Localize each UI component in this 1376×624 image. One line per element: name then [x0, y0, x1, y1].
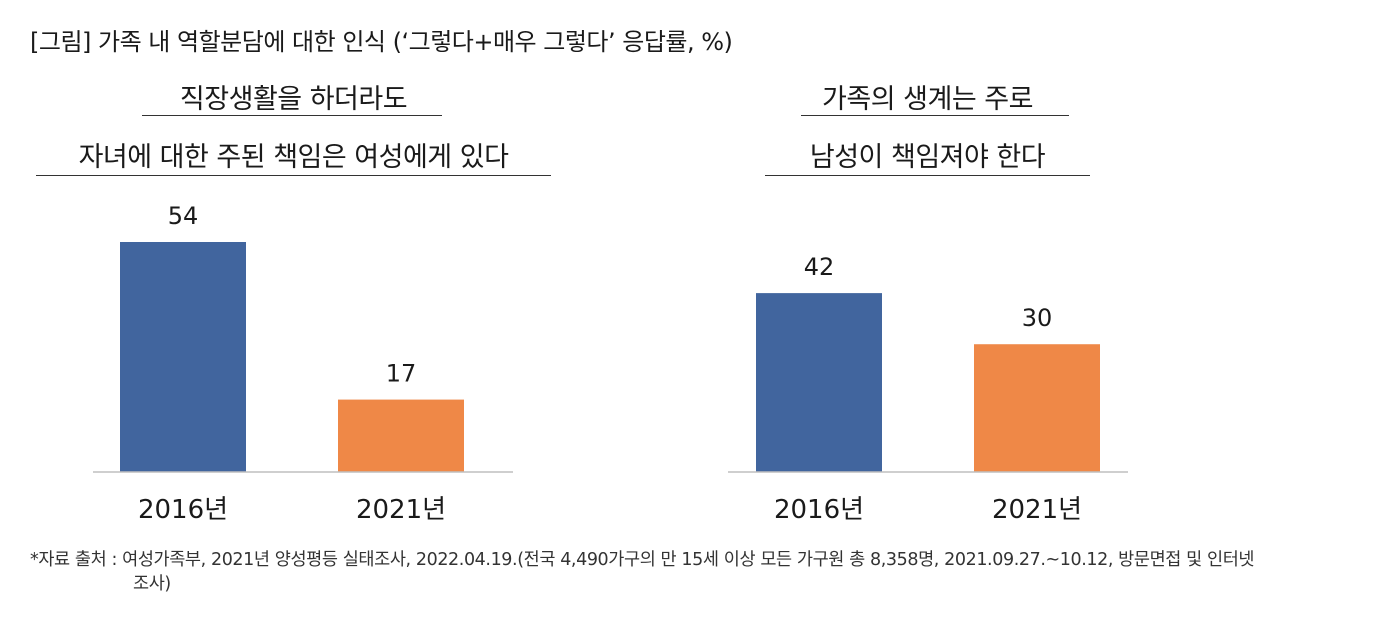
data-label: 42 — [804, 253, 835, 281]
bar-2021년 — [974, 344, 1100, 472]
chart-title-line-1: 가족의 생계는 주로 — [822, 84, 1033, 115]
bar-2016년 — [120, 242, 246, 472]
chart-title-line-1: 직장생활을 하더라도 — [179, 84, 408, 115]
source-footnote: *자료 출처 : 여성가족부, 2021년 양성평등 실태조사, 2022.04… — [30, 548, 1360, 596]
chart-title-line-2: 자녀에 대한 주된 책임은 여성에게 있다 — [78, 142, 509, 173]
chart-title-line-2: 남성이 책임져야 한다 — [809, 142, 1046, 173]
x-tick-label: 2016년 — [774, 495, 864, 525]
bar-2016년 — [756, 293, 882, 472]
bar-2021년 — [338, 399, 464, 472]
x-tick-label: 2021년 — [992, 495, 1082, 525]
data-label: 54 — [168, 202, 199, 230]
figure-title: [그림] 가족 내 역할분담에 대한 인식 (‘그렇다+매우 그렇다’ 응답률,… — [30, 28, 733, 56]
footnote-line-2: 조사) — [133, 574, 171, 594]
title-underline — [36, 175, 551, 176]
title-divider — [801, 115, 1069, 116]
x-tick-label: 2021년 — [356, 495, 446, 525]
title-underline — [765, 175, 1090, 176]
title-divider — [142, 115, 442, 116]
footnote-line-1: *자료 출처 : 여성가족부, 2021년 양성평등 실태조사, 2022.04… — [30, 550, 1255, 570]
data-label: 17 — [386, 360, 417, 388]
data-label: 30 — [1022, 304, 1053, 332]
x-tick-label: 2016년 — [138, 495, 228, 525]
